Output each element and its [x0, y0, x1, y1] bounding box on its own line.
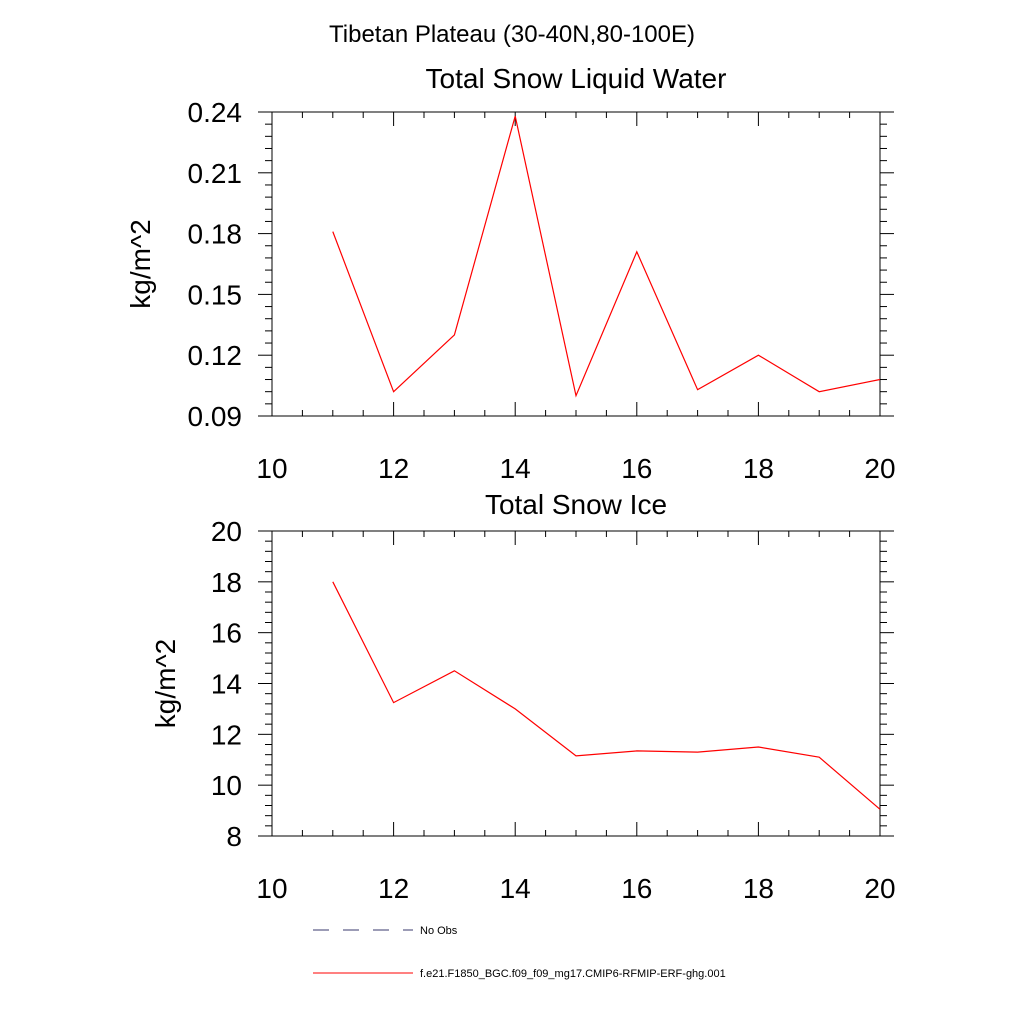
x-tick-label: 14	[500, 873, 531, 904]
y-axis-label: kg/m^2	[125, 219, 156, 308]
x-tick-label: 16	[621, 453, 652, 484]
y-tick-label: 0.21	[188, 158, 243, 189]
y-tick-label: 8	[226, 821, 242, 852]
x-tick-label: 18	[743, 453, 774, 484]
y-tick-label: 0.09	[188, 401, 243, 432]
chart-title: Total Snow Ice	[485, 489, 667, 520]
x-tick-label: 20	[864, 453, 895, 484]
legend-label-model-run: f.e21.F1850_BGC.f09_f09_mg17.CMIP6-RFMIP…	[420, 968, 726, 980]
x-tick-label: 10	[256, 873, 287, 904]
y-tick-label: 0.12	[188, 340, 243, 371]
x-tick-label: 16	[621, 873, 652, 904]
x-tick-label: 18	[743, 873, 774, 904]
y-tick-label: 16	[211, 618, 242, 649]
x-tick-label: 10	[256, 453, 287, 484]
series-line	[332, 581, 881, 810]
legend-label-no-obs: No Obs	[420, 925, 458, 937]
legend-entry-model-run: f.e21.F1850_BGC.f09_f09_mg17.CMIP6-RFMIP…	[313, 968, 726, 980]
chart-panel-snow-liquid-water: Total Snow Liquid Water 10 12 14 16 18 20 0.09 0…	[125, 63, 896, 484]
chart-title: Total Snow Liquid Water	[426, 63, 727, 94]
plot-frame	[271, 111, 881, 417]
legend: No Obs f.e21.F1850_BGC.f09_f09_mg17.CMIP…	[313, 925, 726, 980]
y-tick-label: 20	[211, 516, 242, 547]
figure-main-title: Tibetan Plateau (30-40N,80-100E)	[329, 21, 695, 48]
x-tick-label: 12	[378, 873, 409, 904]
y-tick-label: 18	[211, 567, 242, 598]
y-tick-label: 0.18	[188, 219, 243, 250]
legend-entry-no-obs: No Obs	[313, 925, 458, 937]
chart-panel-snow-ice: Total Snow Ice 10 12 14 16 18 20 8 10 12 14 16 18 20 k…	[150, 489, 896, 904]
y-tick-label: 0.24	[188, 97, 243, 128]
y-tick-label: 0.15	[188, 279, 243, 310]
y-tick-label: 10	[211, 770, 242, 801]
x-tick-label: 14	[500, 453, 531, 484]
x-tick-label: 20	[864, 873, 895, 904]
plot-frame	[271, 530, 881, 837]
y-axis-label: kg/m^2	[150, 639, 181, 728]
y-tick-label: 12	[211, 719, 242, 750]
x-tick-label: 12	[378, 453, 409, 484]
series-line	[332, 115, 881, 398]
y-tick-label: 14	[211, 669, 242, 700]
